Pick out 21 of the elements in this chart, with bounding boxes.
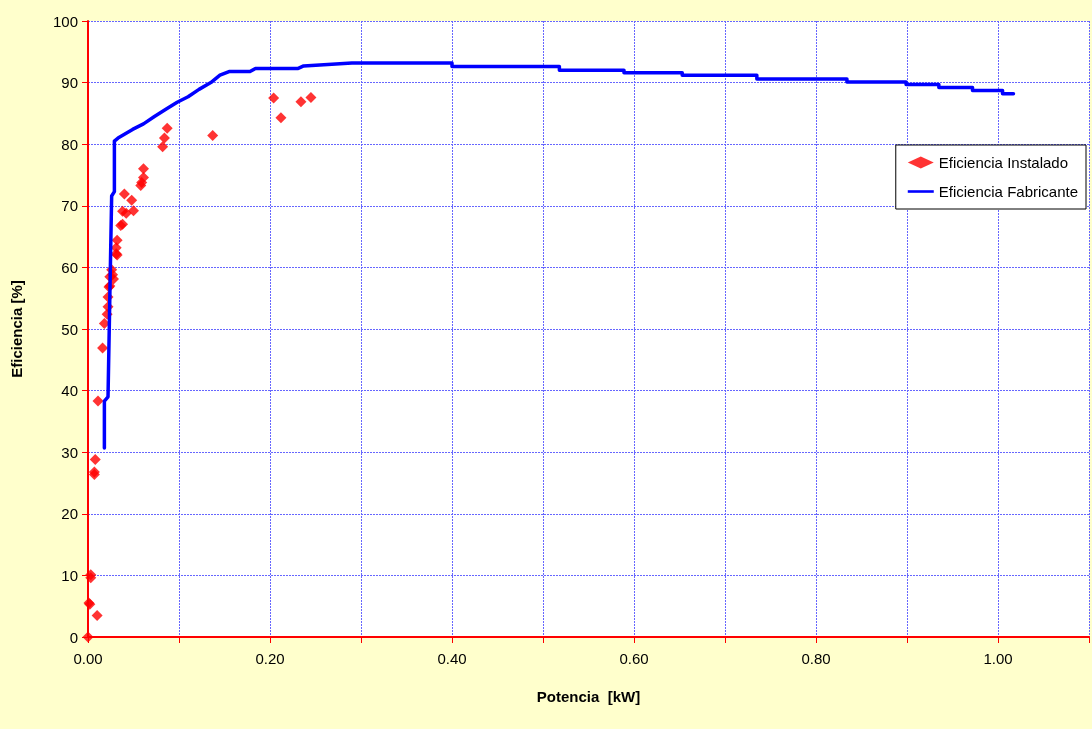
y-tick-label: 90 [61,74,78,92]
y-tick-label: 20 [61,505,78,523]
legend-label: Eficiencia Fabricante [938,183,1078,200]
y-tick-label: 100 [52,12,78,30]
y-tick-label: 40 [61,382,78,400]
x-tick-label: 0.00 [73,650,103,667]
x-tick-label: 0.40 [437,650,467,667]
y-axis-title: Eficiencia [%] [8,280,25,378]
x-tick-label: 1.00 [983,650,1013,667]
y-tick-label: 70 [61,197,78,215]
x-tick-label: 0.20 [255,650,285,667]
x-tick-label: 0.60 [619,650,649,667]
y-tick-label: 0 [69,628,78,646]
x-axis-title: Potencia [kW] [536,688,641,705]
x-tick-label: 0.80 [801,650,831,667]
y-tick-label: 60 [61,258,78,276]
y-tick-label: 80 [61,135,78,153]
y-tick-label: 10 [61,566,78,584]
legend-label: Eficiencia Instalado [938,154,1069,171]
y-tick-label: 50 [61,320,78,338]
y-tick-label: 30 [61,443,78,461]
